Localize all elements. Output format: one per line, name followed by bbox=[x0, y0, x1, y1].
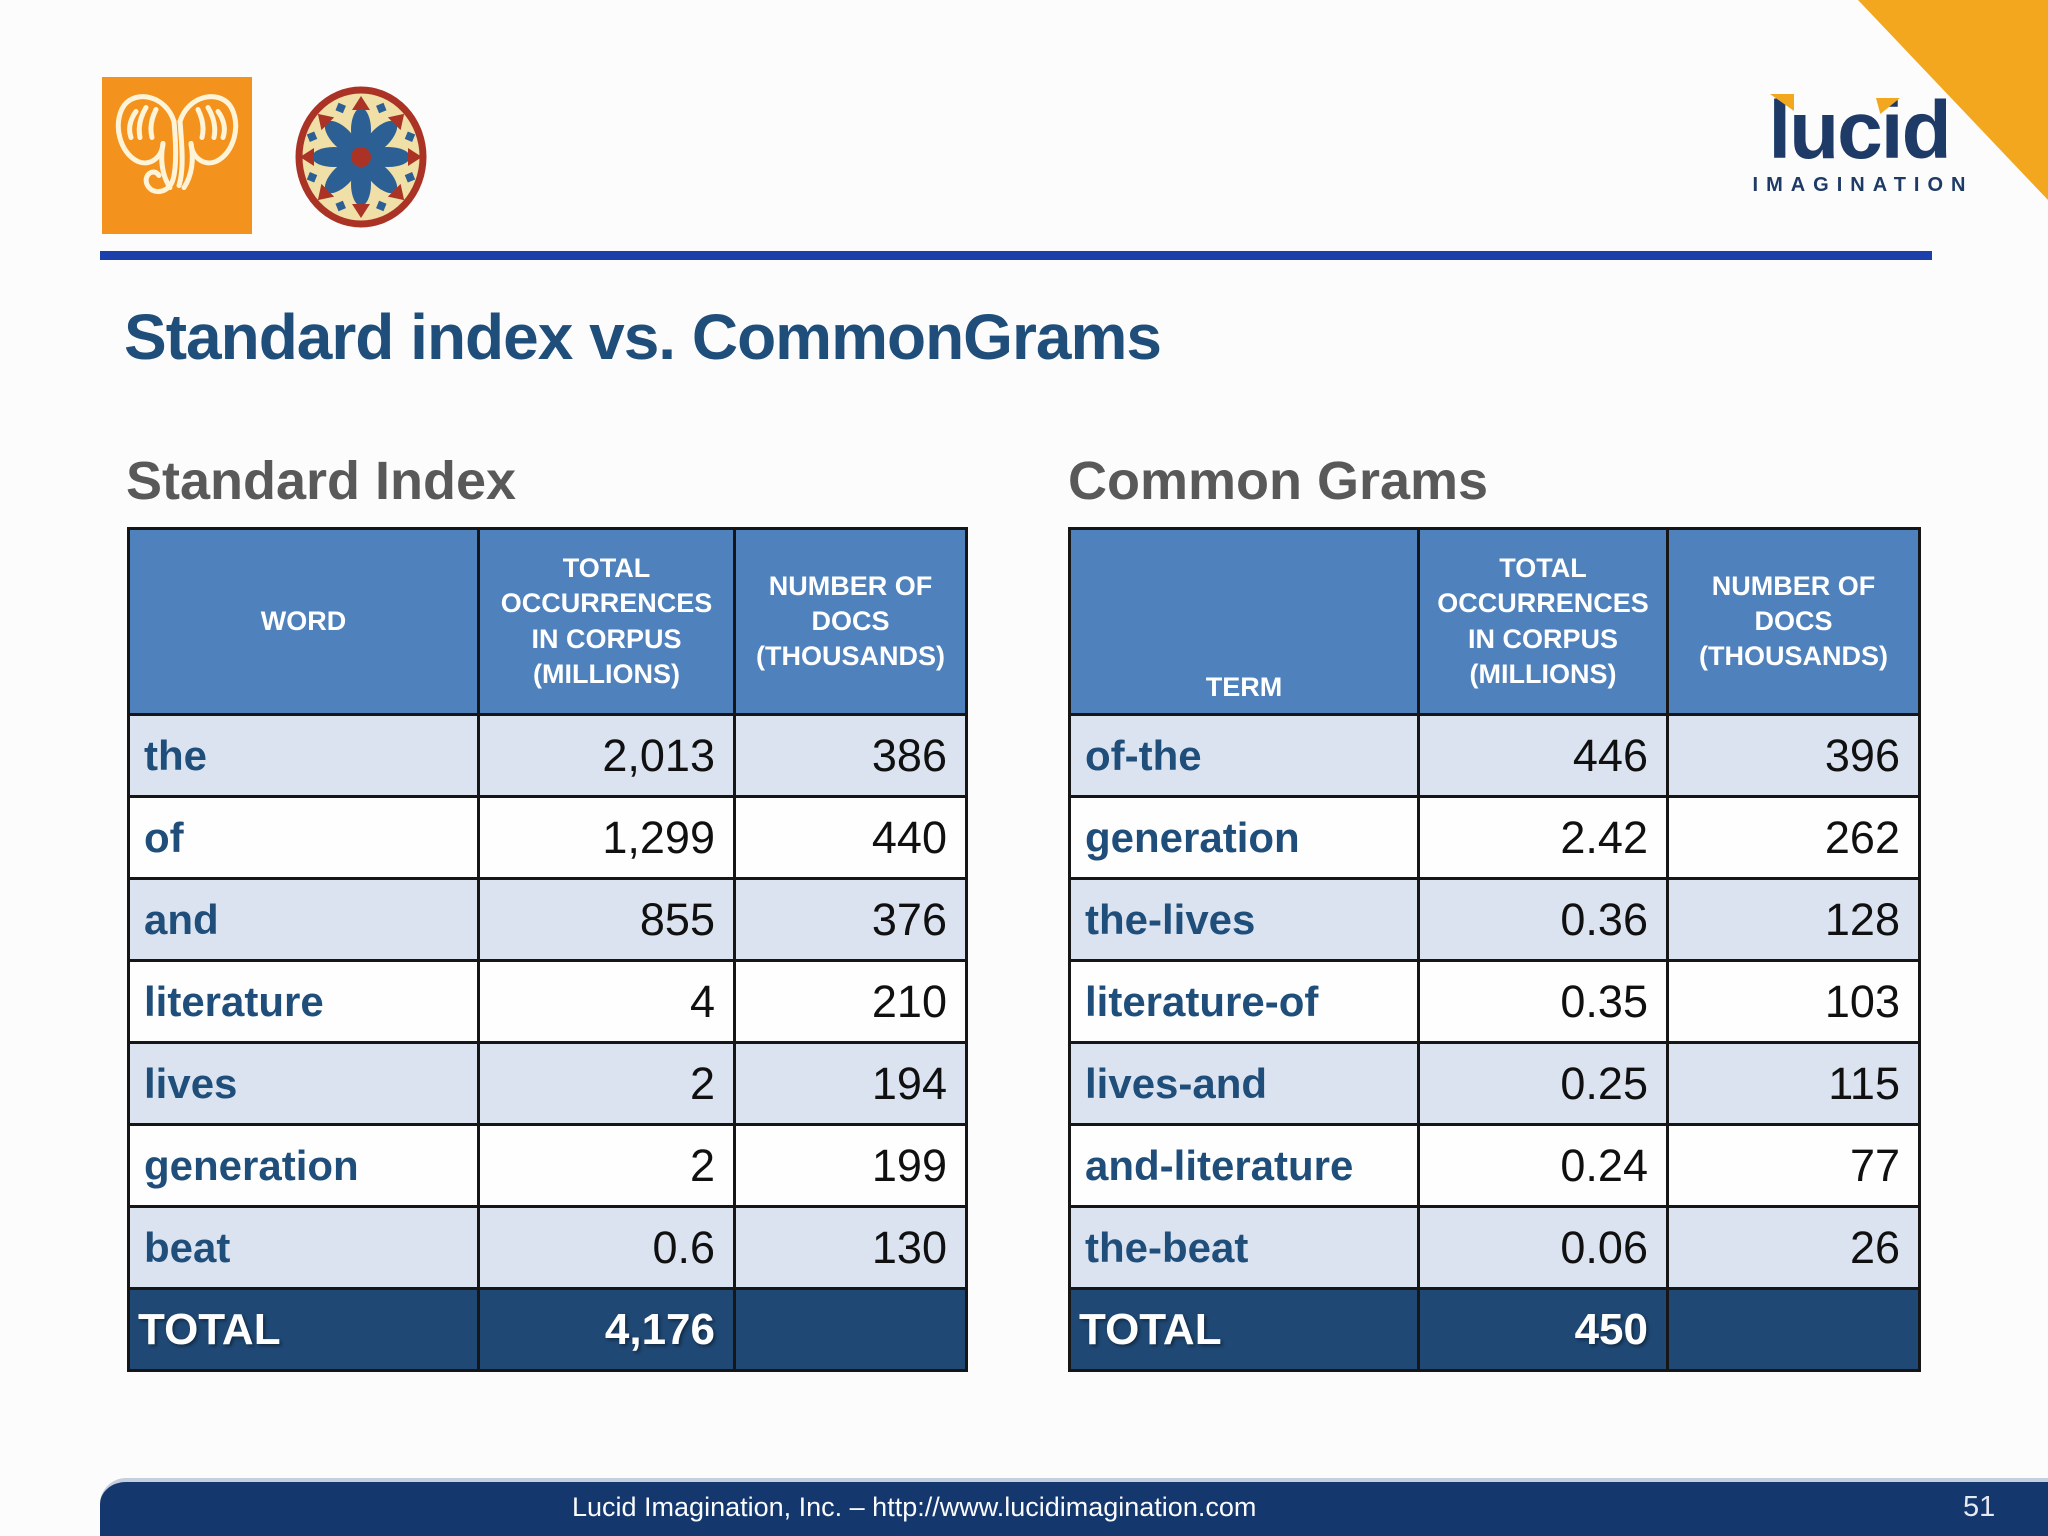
occurrences-cell: 0.06 bbox=[1417, 1205, 1669, 1290]
docs-cell: 77 bbox=[1666, 1123, 1921, 1208]
occurrences-cell: 0.6 bbox=[477, 1205, 736, 1290]
lucid-imagination-logo: lucid IMAGINATION bbox=[1734, 85, 1984, 197]
table-row: lives-and 0.25 115 bbox=[1068, 1041, 1921, 1126]
word-cell: literature bbox=[127, 959, 480, 1044]
docs-cell: 26 bbox=[1666, 1205, 1921, 1290]
page-number: 51 bbox=[1963, 1491, 1996, 1523]
word-cell: beat bbox=[127, 1205, 480, 1290]
term-cell: of-the bbox=[1068, 713, 1420, 798]
column-header-word: WORD bbox=[127, 527, 480, 716]
total-occurrences-cell: 450 bbox=[1417, 1287, 1669, 1372]
table-row: and 855 376 bbox=[127, 877, 968, 962]
header-row: TERM TOTAL OCCURRENCES IN CORPUS (MILLIO… bbox=[1068, 527, 1921, 716]
docs-cell: 103 bbox=[1666, 959, 1921, 1044]
docs-cell: 130 bbox=[733, 1205, 968, 1290]
lucid-subtitle: IMAGINATION bbox=[1752, 173, 1974, 196]
occurrences-cell: 0.36 bbox=[1417, 877, 1669, 962]
docs-cell: 440 bbox=[733, 795, 968, 880]
docs-cell: 210 bbox=[733, 959, 968, 1044]
table-row: the 2,013 386 bbox=[127, 713, 968, 798]
standard-index-heading: Standard Index bbox=[126, 451, 517, 511]
standard-index-table: WORD TOTAL OCCURRENCES IN CORPUS (MILLIO… bbox=[127, 527, 968, 1372]
table-row: the-lives 0.36 128 bbox=[1068, 877, 1921, 962]
term-cell: literature-of bbox=[1068, 959, 1420, 1044]
table-row: literature 4 210 bbox=[127, 959, 968, 1044]
term-cell: the-beat bbox=[1068, 1205, 1420, 1290]
total-docs-cell bbox=[733, 1287, 968, 1372]
docs-cell: 262 bbox=[1666, 795, 1921, 880]
docs-cell: 199 bbox=[733, 1123, 968, 1208]
docs-cell: 115 bbox=[1666, 1041, 1921, 1126]
occurrences-cell: 855 bbox=[477, 877, 736, 962]
docs-cell: 386 bbox=[733, 713, 968, 798]
term-cell: generation bbox=[1068, 795, 1420, 880]
occurrences-cell: 4 bbox=[477, 959, 736, 1044]
elephant-icon bbox=[115, 94, 239, 194]
header-row: WORD TOTAL OCCURRENCES IN CORPUS (MILLIO… bbox=[127, 527, 968, 716]
common-grams-table: TERM TOTAL OCCURRENCES IN CORPUS (MILLIO… bbox=[1068, 527, 1921, 1372]
total-docs-cell bbox=[1666, 1287, 1921, 1372]
table-row: beat 0.6 130 bbox=[127, 1205, 968, 1290]
occurrences-cell: 446 bbox=[1417, 713, 1669, 798]
docs-cell: 396 bbox=[1666, 713, 1921, 798]
total-label-cell: TOTAL bbox=[1068, 1287, 1420, 1372]
docs-cell: 194 bbox=[733, 1041, 968, 1126]
footer-bar bbox=[100, 1478, 2048, 1536]
occurrences-cell: 2,013 bbox=[477, 713, 736, 798]
docs-cell: 128 bbox=[1666, 877, 1921, 962]
header-rule bbox=[100, 251, 1932, 260]
occurrences-cell: 0.25 bbox=[1417, 1041, 1669, 1126]
common-grams-heading: Common Grams bbox=[1068, 451, 1489, 511]
elephant-logo bbox=[102, 77, 252, 234]
occurrences-cell: 2 bbox=[477, 1041, 736, 1126]
table-row: generation 2 199 bbox=[127, 1123, 968, 1208]
term-cell: the-lives bbox=[1068, 877, 1420, 962]
lucid-wordmark: lucid bbox=[1768, 85, 1951, 176]
page-title: Standard index vs. CommonGrams bbox=[124, 301, 1162, 373]
occurrences-cell: 0.35 bbox=[1417, 959, 1669, 1044]
table-row: the-beat 0.06 26 bbox=[1068, 1205, 1921, 1290]
total-occurrences-cell: 4,176 bbox=[477, 1287, 736, 1372]
table-row: generation 2.42 262 bbox=[1068, 795, 1921, 880]
column-header-occurrences: TOTAL OCCURRENCES IN CORPUS (MILLIONS) bbox=[1417, 527, 1669, 716]
word-cell: the bbox=[127, 713, 480, 798]
total-label-cell: TOTAL bbox=[127, 1287, 480, 1372]
occurrences-cell: 0.24 bbox=[1417, 1123, 1669, 1208]
mandala-icon bbox=[295, 86, 427, 228]
mandala-logo bbox=[295, 86, 427, 228]
total-row: TOTAL 450 bbox=[1068, 1287, 1921, 1372]
table-row: and-literature 0.24 77 bbox=[1068, 1123, 1921, 1208]
table-row: of 1,299 440 bbox=[127, 795, 968, 880]
table-row: lives 2 194 bbox=[127, 1041, 968, 1126]
word-cell: generation bbox=[127, 1123, 480, 1208]
docs-cell: 376 bbox=[733, 877, 968, 962]
column-header-occurrences: TOTAL OCCURRENCES IN CORPUS (MILLIONS) bbox=[477, 527, 736, 716]
word-cell: of bbox=[127, 795, 480, 880]
table-row: literature-of 0.35 103 bbox=[1068, 959, 1921, 1044]
occurrences-cell: 2.42 bbox=[1417, 795, 1669, 880]
occurrences-cell: 2 bbox=[477, 1123, 736, 1208]
footer-text: Lucid Imagination, Inc. – http://www.luc… bbox=[572, 1492, 1257, 1522]
total-row: TOTAL 4,176 bbox=[127, 1287, 968, 1372]
term-cell: lives-and bbox=[1068, 1041, 1420, 1126]
term-cell: and-literature bbox=[1068, 1123, 1420, 1208]
column-header-docs: NUMBER OF DOCS (THOUSANDS) bbox=[733, 527, 968, 716]
word-cell: and bbox=[127, 877, 480, 962]
column-header-term: TERM bbox=[1068, 527, 1420, 716]
word-cell: lives bbox=[127, 1041, 480, 1126]
column-header-docs: NUMBER OF DOCS (THOUSANDS) bbox=[1666, 527, 1921, 716]
occurrences-cell: 1,299 bbox=[477, 795, 736, 880]
table-row: of-the 446 396 bbox=[1068, 713, 1921, 798]
